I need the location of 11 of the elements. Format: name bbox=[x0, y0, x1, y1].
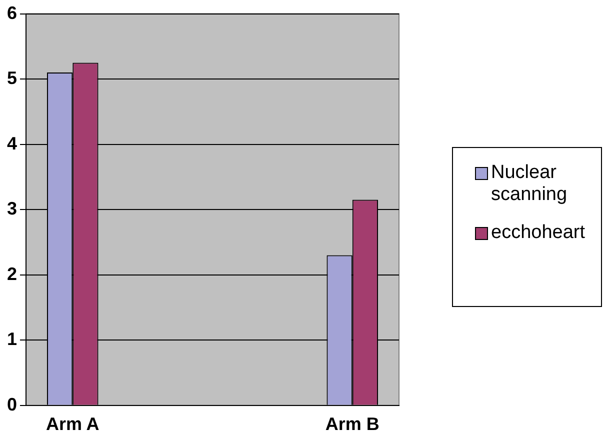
legend-label: Nuclear scanning bbox=[491, 162, 568, 206]
x-tick-label: Arm A bbox=[46, 414, 100, 434]
y-tick-label: 2 bbox=[6, 264, 18, 284]
x-tick-label: Arm B bbox=[325, 414, 380, 434]
y-tick-label: 1 bbox=[6, 329, 18, 350]
y-tick-label: 0 bbox=[6, 394, 18, 414]
legend-label: ecchoheart bbox=[491, 222, 586, 244]
y-tick-label: 5 bbox=[6, 68, 18, 88]
y-tick-label: 4 bbox=[6, 133, 18, 154]
y-tick-label: 6 bbox=[6, 2, 18, 23]
y-tick-label: 3 bbox=[6, 198, 18, 219]
